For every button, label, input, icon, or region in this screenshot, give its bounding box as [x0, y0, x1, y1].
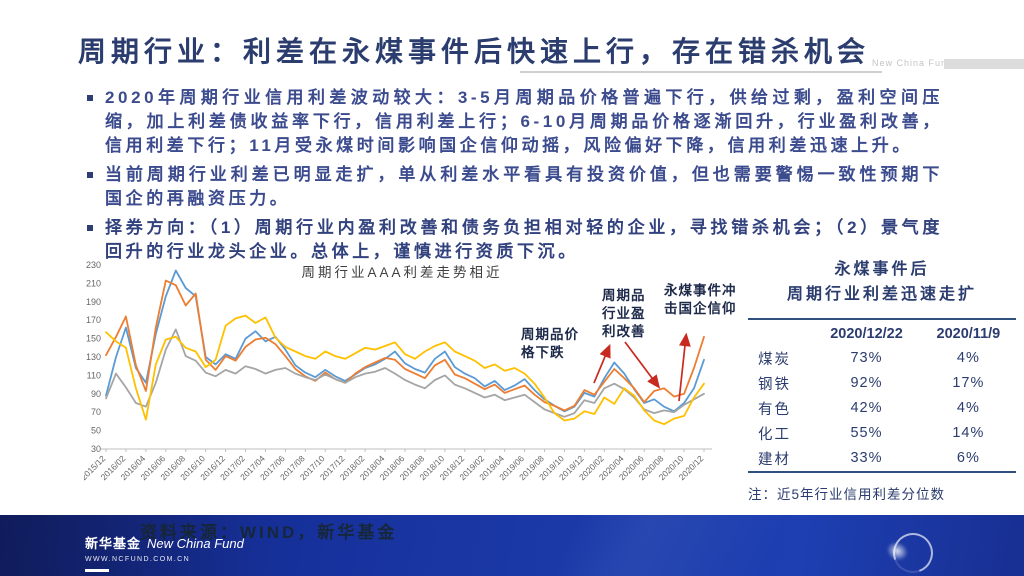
- table-cell: 6%: [956, 450, 980, 467]
- annotation-arrow: [678, 332, 691, 402]
- company-logo: 新华基金 New China Fund WWW.NCFUND.COM.CN: [85, 533, 244, 572]
- annotation-line: 格下跌: [521, 345, 565, 361]
- y-tick-label: 110: [87, 370, 101, 380]
- annotation-line: 利改善: [602, 324, 646, 340]
- table-row: 钢铁 92% 17%: [748, 371, 1016, 396]
- y-tick-label: 70: [91, 407, 101, 417]
- brand-watermark: New China Fund: [872, 58, 954, 68]
- table-column-header: [748, 319, 812, 346]
- bullet-list: 2020年周期行业信用利差波动较大：3-5月周期品价格普遍下行，供给过剩，盈利空…: [85, 86, 943, 269]
- page-title: 周期行业：利差在永煤事件后快速上行，存在错杀机会: [78, 36, 871, 67]
- logo-en-text: New China Fund: [147, 536, 244, 551]
- bullet-text: 当前周期行业利差已明显走扩，单从利差水平看具有投资价值，但也需要警惕一致性预期下…: [105, 165, 943, 208]
- table-row: 建材 33% 6%: [748, 446, 1016, 472]
- bullet-marker: [87, 225, 93, 231]
- table-cell: 有色: [758, 401, 791, 418]
- chart-title: 周期行业AAA利差走势相近: [301, 265, 502, 280]
- annotation-arrow: [593, 343, 611, 384]
- annotation-line: 行业盈: [602, 306, 646, 322]
- percentile-table-panel: 永煤事件后 周期行业利差迅速走扩 2020/12/22 2020/11/9 煤炭 7…: [748, 258, 1016, 503]
- annotation-profit-improve: 周期品 行业盈 利改善: [602, 287, 646, 342]
- logo-cn-text: 新华基金: [85, 536, 142, 551]
- table-title-line: 永煤事件后: [834, 261, 930, 278]
- table-cell: 92%: [850, 375, 883, 392]
- y-tick-label: 230: [86, 260, 101, 270]
- annotation-yongmei-event: 永煤事件冲 击国企信仰: [664, 282, 737, 318]
- percentile-table: 2020/12/22 2020/11/9 煤炭 73% 4% 钢铁 92% 17% 有色 42%…: [748, 317, 1016, 473]
- bullet-marker: [87, 172, 93, 178]
- table-note: 注：近5年行业信用利差分位数: [748, 486, 946, 502]
- table-cell: 33%: [850, 450, 883, 467]
- emblem-ring-icon: [886, 526, 940, 576]
- annotation-price-drop: 周期品价 格下跌: [521, 326, 579, 362]
- series-line-化工: [105, 314, 705, 426]
- chart-canvas: 周期行业AAA利差走势相近 230 210 190 170 150 130 110 90 70 5…: [84, 260, 712, 482]
- bullet-text: 2020年周期行业信用利差波动较大：3-5月周期品价格普遍下行，供给过剩，盈利空…: [105, 88, 943, 155]
- table-row: 有色 42% 4%: [748, 396, 1016, 421]
- y-tick-label: 130: [86, 352, 101, 362]
- y-tick-label: 50: [91, 426, 101, 436]
- table-title: 永煤事件后 周期行业利差迅速走扩: [748, 258, 1016, 308]
- bullet-text: 择券方向：（1）周期行业内盈利改善和债务负担相对轻的企业，寻找错杀机会；（2）景…: [105, 218, 943, 261]
- table-row: 煤炭 73% 4%: [748, 346, 1016, 371]
- table-cell: 14%: [952, 425, 985, 442]
- y-tick-label: 30: [91, 444, 101, 454]
- bullet-marker: [87, 95, 93, 101]
- table-cell: 17%: [952, 375, 985, 392]
- table-cell: 55%: [850, 425, 883, 442]
- table-row: 化工 55% 14%: [748, 421, 1016, 446]
- annotation-line: 周期品: [602, 288, 646, 303]
- y-tick-label: 190: [86, 297, 101, 307]
- annotation-line: 击国企信仰: [664, 301, 737, 317]
- y-tick-label: 210: [86, 278, 101, 288]
- logo-url: WWW.NCFUND.COM.CN: [85, 556, 191, 563]
- table-cell: 42%: [850, 400, 883, 417]
- y-tick-label: 150: [86, 334, 101, 344]
- y-tick-label: 170: [86, 315, 101, 325]
- chart-series: [105, 269, 705, 426]
- logo-text: 新华基金 New China Fund: [85, 533, 244, 552]
- series-line-有色: [105, 328, 705, 418]
- annotation-line: 永煤事件冲: [664, 283, 737, 298]
- spread-line-chart: 周期行业AAA利差走势相近 230 210 190 170 150 130 110 90 70 5…: [84, 253, 737, 545]
- bullet-item: 当前周期行业利差已明显走扩，单从利差水平看具有投资价值，但也需要警惕一致性预期下…: [85, 163, 943, 211]
- table-cell: 4%: [956, 400, 980, 417]
- bullet-item: 择券方向：（1）周期行业内盈利改善和债务负担相对轻的企业，寻找错杀机会；（2）景…: [85, 216, 943, 264]
- table-cell: 钢铁: [758, 376, 791, 393]
- table-header-row: 2020/12/22 2020/11/9: [748, 319, 1016, 346]
- data-source-note: 资料来源：WIND，新华基金: [140, 523, 398, 542]
- chart-arrows: [593, 332, 691, 402]
- table-cell: 73%: [850, 350, 883, 367]
- y-tick-label: 90: [91, 389, 101, 399]
- series-line-钢铁: [105, 279, 705, 412]
- table-cell: 建材: [758, 451, 791, 468]
- bullet-item: 2020年周期行业信用利差波动较大：3-5月周期品价格普遍下行，供给过剩，盈利空…: [85, 86, 943, 158]
- table-cell: 4%: [956, 350, 980, 367]
- table-cell: 煤炭: [758, 351, 791, 368]
- table-title-line: 周期行业利差迅速走扩: [786, 285, 977, 303]
- table-cell: 化工: [758, 426, 791, 443]
- header-decoration-bar: [944, 59, 1024, 69]
- annotation-arrow: [624, 341, 661, 389]
- table-column-header: 2020/11/9: [936, 325, 1001, 342]
- table-column-header: 2020/12/22: [830, 325, 903, 342]
- annotation-line: 周期品价: [521, 327, 579, 342]
- footer-bar: 资料来源：WIND，新华基金 新华基金 New China Fund WWW.NC…: [0, 515, 1024, 576]
- title-underline: [520, 71, 882, 73]
- logo-dash: [85, 569, 109, 572]
